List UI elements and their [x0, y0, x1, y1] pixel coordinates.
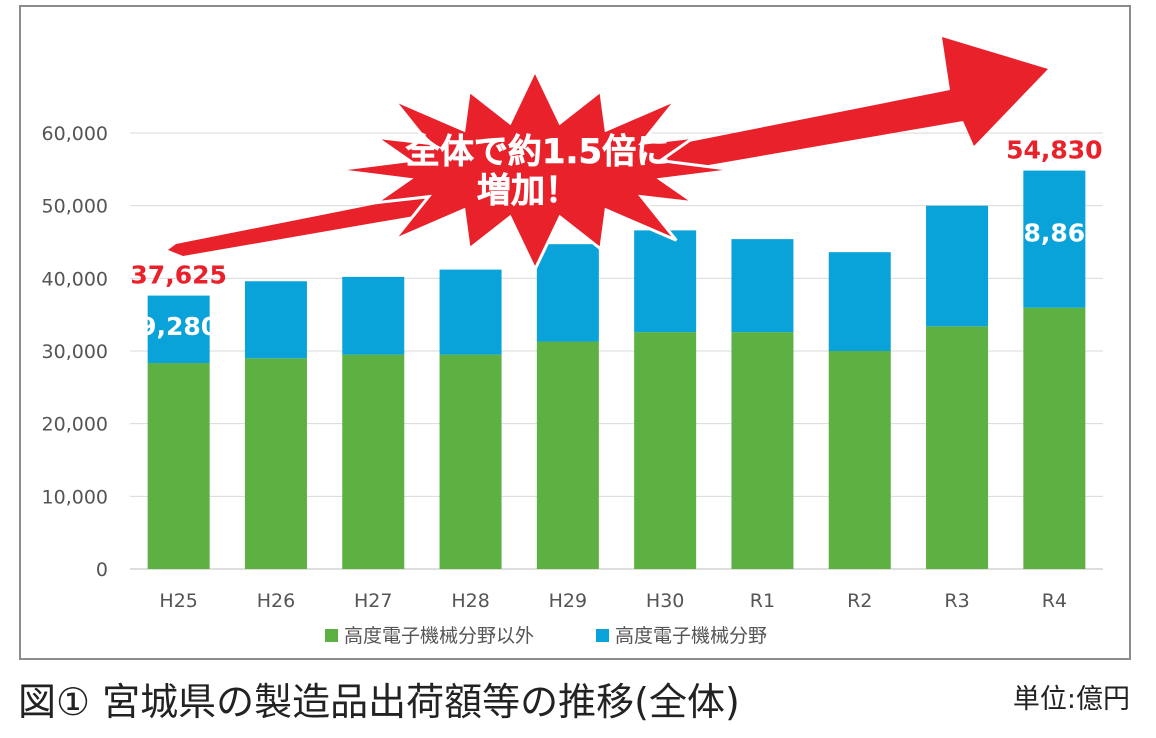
bar-segment [731, 239, 794, 333]
bar-segment [147, 295, 210, 364]
x-tick-label: R1 [750, 590, 775, 612]
x-tick-label: H29 [549, 590, 587, 612]
bars [147, 170, 1086, 569]
bar-segment [244, 358, 307, 569]
data-labels: 37,625 54,830 9,280 18,869 [130, 136, 1102, 341]
trend-arrow [168, 37, 1048, 256]
annotation-line1: 全体で約1.5倍に [405, 132, 670, 172]
segment-label: 18,869 [1006, 218, 1102, 247]
bar-segment [439, 269, 502, 355]
stacked-bar-chart: 0 10,000 20,000 30,000 40,000 50,000 60,000 H2… [42, 37, 1103, 647]
x-tick-label: R3 [944, 590, 969, 612]
x-axis: H25 H26 H27 H28 H29 H30 R1 R2 R3 R4 [159, 590, 1067, 612]
bar-segment [731, 332, 794, 569]
bar-segment [1023, 170, 1086, 308]
bar-segment [147, 363, 210, 569]
y-tick-label: 10,000 [42, 486, 108, 508]
x-tick-label: H28 [451, 590, 489, 612]
x-tick-label: H27 [354, 590, 392, 612]
legend-swatch [596, 629, 609, 642]
bar-segment [828, 351, 891, 569]
bar-segment [926, 205, 989, 327]
y-tick-label: 40,000 [42, 268, 108, 290]
starburst-shape [335, 67, 735, 273]
y-tick-label: 60,000 [42, 123, 108, 145]
x-tick-label: R2 [847, 590, 872, 612]
y-tick-label: 30,000 [42, 341, 108, 363]
bar-segment [634, 230, 697, 333]
legend-label: 高度電子機械分野 [615, 625, 767, 647]
unit-label: 単位:億円 [1012, 684, 1130, 715]
y-tick-label: 50,000 [42, 196, 108, 218]
legend-swatch [325, 629, 338, 642]
bar-segment [536, 341, 599, 569]
y-tick-label: 0 [96, 559, 108, 581]
bar-segment [634, 332, 697, 569]
x-tick-label: H25 [159, 590, 197, 612]
segment-label: 9,280 [139, 312, 218, 341]
bar-segment [1023, 307, 1086, 569]
total-label: 54,830 [1006, 136, 1102, 165]
bar-segment [342, 354, 405, 569]
y-axis: 0 10,000 20,000 30,000 40,000 50,000 60,000 [42, 123, 108, 581]
bar-segment [536, 244, 599, 342]
bar-segment [926, 326, 989, 569]
x-tick-label: H30 [646, 590, 684, 612]
bar-segment [828, 252, 891, 351]
figure-caption: 図① 宮城県の製造品出荷額等の推移(全体) [18, 680, 740, 724]
total-label: 37,625 [130, 261, 226, 290]
annotation-line2: 増加！ [477, 171, 579, 211]
x-tick-label: H26 [257, 590, 295, 612]
y-tick-label: 20,000 [42, 414, 108, 436]
bar-segment [342, 276, 405, 355]
legend: 高度電子機械分野以外 高度電子機械分野 [325, 625, 767, 647]
x-tick-label: R4 [1042, 590, 1067, 612]
bar-segment [439, 354, 502, 569]
bar-segment [244, 281, 307, 359]
legend-label: 高度電子機械分野以外 [344, 625, 534, 647]
